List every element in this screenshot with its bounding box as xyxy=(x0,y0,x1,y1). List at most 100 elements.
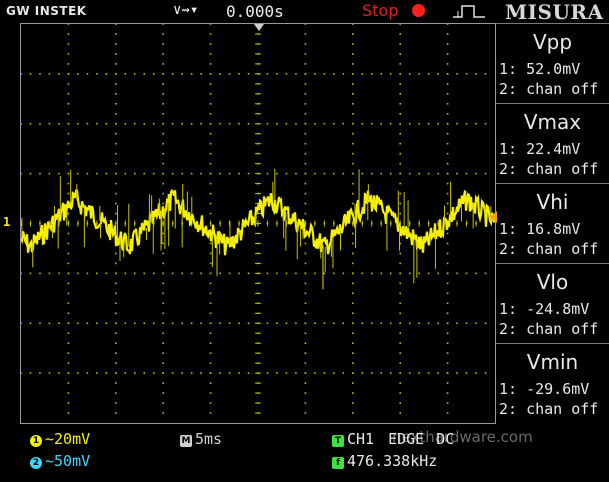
grid-dot xyxy=(219,272,221,275)
trigger-badge-icon: T xyxy=(332,435,344,447)
grid-dot xyxy=(456,122,458,125)
measurement-vmax[interactable]: Vmax 1: 22.4mV 2: chan off xyxy=(496,103,609,183)
grid-dot xyxy=(209,212,212,215)
trigger-readout[interactable]: T CH1 EDGE DC xyxy=(332,430,454,448)
grid-dot xyxy=(380,172,383,175)
stop-indicator-icon xyxy=(412,4,425,17)
grid-dot xyxy=(48,122,51,125)
grid-dot xyxy=(399,292,401,295)
grid-dot xyxy=(399,83,401,85)
grid-dot xyxy=(67,43,70,45)
grid-dot xyxy=(266,322,269,325)
grid-dot xyxy=(314,73,316,75)
trigger-source: CH1 xyxy=(347,430,375,448)
grid-dot xyxy=(446,112,449,115)
grid-dot xyxy=(437,73,439,75)
grid-dot xyxy=(352,382,354,384)
trigger-level-marker-icon[interactable] xyxy=(490,211,497,223)
grid-dot xyxy=(352,402,354,404)
grid-dot xyxy=(228,172,231,175)
grid-dot xyxy=(352,372,354,374)
grid-dot xyxy=(446,372,449,374)
grid-dot xyxy=(446,292,449,295)
measurement-ch1-value: 1: -24.8mV xyxy=(499,300,590,318)
grid-dot xyxy=(352,53,354,55)
grid-dot xyxy=(58,272,60,275)
grid-dot xyxy=(380,122,383,125)
measurement-name: Vmin xyxy=(526,350,579,374)
frequency-value: 476.338kHz xyxy=(347,452,438,470)
grid-dot xyxy=(456,172,458,175)
ch1-scale-readout[interactable]: 1 ~20mV xyxy=(30,430,90,448)
grid-dot xyxy=(295,73,297,75)
grid-dot xyxy=(219,322,221,325)
trigger-coupling: DC xyxy=(436,430,455,448)
measurement-ch1-value: 1: 22.4mV xyxy=(499,140,581,158)
grid-dot xyxy=(39,372,41,374)
grid-dot xyxy=(143,272,146,275)
grid-dot xyxy=(446,322,449,325)
grid-dot xyxy=(399,162,401,165)
frequency-readout[interactable]: f 476.338kHz xyxy=(332,452,437,470)
grid-dot xyxy=(67,33,70,35)
grid-dot xyxy=(399,172,401,175)
grid-dot xyxy=(209,252,212,255)
measurement-ch2-value: 2: chan off xyxy=(499,240,599,258)
grid-dot xyxy=(437,372,439,374)
grid-dot xyxy=(314,372,316,374)
grid-dot xyxy=(115,262,117,265)
grid-dot xyxy=(399,142,401,145)
grid-dot xyxy=(162,103,164,105)
grid-dot xyxy=(304,322,307,325)
grid-dot xyxy=(171,73,174,75)
grid-dot xyxy=(209,112,212,115)
grid-dot xyxy=(21,122,22,125)
grid-dot xyxy=(105,272,108,275)
grid-dot xyxy=(276,322,278,325)
grid-dot xyxy=(209,322,212,325)
grid-dot xyxy=(209,93,212,95)
grid-dot xyxy=(133,73,136,75)
grid-dot xyxy=(446,262,449,265)
measurement-vmin[interactable]: Vmin 1: -29.6mV 2: chan off xyxy=(496,343,609,423)
trigger-position-marker-icon[interactable] xyxy=(254,24,264,31)
grid-dot xyxy=(352,202,354,205)
time-scale-readout[interactable]: M 5ms xyxy=(180,430,222,448)
grid-dot xyxy=(247,73,250,75)
measurement-vpp[interactable]: Vpp 1: 52.0mV 2: chan off xyxy=(496,23,609,103)
grid-dot xyxy=(67,352,70,354)
measurement-vlo[interactable]: Vlo 1: -24.8mV 2: chan off xyxy=(496,263,609,343)
grid-dot xyxy=(67,112,70,115)
grid-dot xyxy=(399,282,401,285)
waveform-display[interactable] xyxy=(20,23,496,424)
grid-dot xyxy=(446,312,449,315)
measurement-panel: Vpp 1: 52.0mV 2: chan off Vmax 1: 22.4mV… xyxy=(496,23,609,424)
grid-dot xyxy=(115,24,117,25)
measurement-vhi[interactable]: Vhi 1: 16.8mV 2: chan off xyxy=(496,183,609,263)
grid-dot xyxy=(446,132,449,135)
grid-dot xyxy=(181,172,183,175)
channel1-ground-marker[interactable]: 1 xyxy=(3,215,11,229)
grid-dot xyxy=(143,372,146,374)
measurement-name: Vmax xyxy=(523,110,582,134)
grid-dot xyxy=(115,352,117,354)
grid-dot xyxy=(124,122,127,125)
grid-dot xyxy=(418,372,420,374)
grid-dot xyxy=(399,302,401,305)
trigger-type: EDGE xyxy=(388,430,425,448)
ch2-scale-readout[interactable]: 2 ~50mV xyxy=(30,452,90,470)
grid-dot xyxy=(67,412,70,414)
grid-dot xyxy=(342,172,345,175)
grid-dot xyxy=(162,282,164,285)
grid-dot xyxy=(67,402,70,404)
grid-dot xyxy=(39,122,41,125)
grid-dot xyxy=(446,63,449,65)
grid-dot xyxy=(276,172,278,175)
grid-dot xyxy=(361,172,364,175)
grid-dot xyxy=(361,272,364,275)
grid-dot xyxy=(352,262,354,265)
run-status[interactable]: Stop xyxy=(362,1,399,20)
grid-dot xyxy=(418,172,420,175)
timebase-icons: ∨⇝▾ xyxy=(173,2,199,18)
grid-dot xyxy=(446,332,449,335)
